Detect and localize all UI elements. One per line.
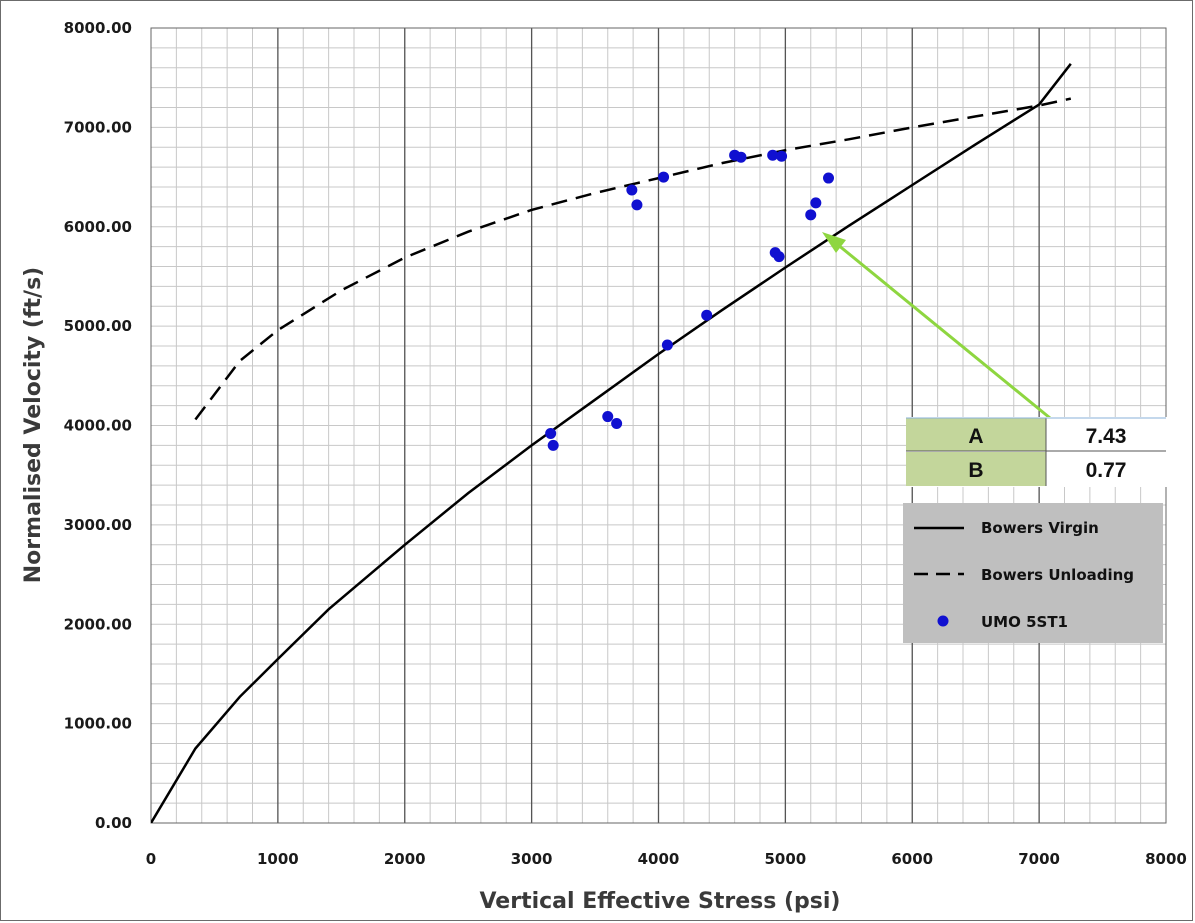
y-tick-label: 3000.00	[64, 516, 132, 534]
param-a-label-cell	[906, 418, 1046, 451]
x-axis-title: Vertical Effective Stress (psi)	[479, 889, 840, 914]
x-tick-label: 6000	[891, 850, 933, 868]
data-point	[547, 439, 559, 451]
y-tick-label: 0.00	[95, 814, 132, 832]
data-point	[602, 411, 614, 423]
data-point	[701, 309, 713, 321]
data-point	[773, 251, 785, 263]
legend-label-virgin: Bowers Virgin	[981, 519, 1099, 537]
y-tick-label: 7000.00	[64, 118, 132, 136]
data-point	[545, 427, 557, 439]
y-tick-label: 2000.00	[64, 615, 132, 633]
param-a-label: A	[968, 425, 983, 448]
parameter-table: A 7.43 B 0.77	[906, 417, 1168, 487]
data-point	[661, 339, 673, 351]
param-b-label: B	[968, 459, 983, 482]
y-tick-label: 6000.00	[64, 218, 132, 236]
data-point	[805, 209, 817, 221]
param-a-value: 7.43	[1086, 425, 1127, 448]
legend-swatch-marker	[937, 615, 949, 627]
data-point	[631, 199, 643, 211]
data-point	[767, 149, 779, 161]
y-tick-label: 8000.00	[64, 19, 132, 37]
legend-label-points: UMO 5ST1	[981, 613, 1068, 631]
series-layer	[151, 63, 1072, 823]
x-tick-label: 5000	[765, 850, 807, 868]
y-tick-label: 4000.00	[64, 417, 132, 435]
x-tick-label: 3000	[511, 850, 553, 868]
data-point	[810, 197, 822, 209]
legend[interactable]: Bowers Virgin Bowers Unloading UMO 5ST1	[903, 503, 1163, 643]
x-tick-labels: 0 1000 2000 3000 4000 5000 6000 7000 8000	[146, 850, 1187, 868]
param-b-value: 0.77	[1086, 459, 1127, 482]
x-tick-label: 8000	[1145, 850, 1187, 868]
legend-label-unloading: Bowers Unloading	[981, 566, 1134, 584]
x-tick-label: 2000	[384, 850, 426, 868]
data-point	[823, 172, 835, 184]
y-tick-label: 5000.00	[64, 317, 132, 335]
data-point	[626, 184, 638, 196]
x-tick-label: 7000	[1018, 850, 1060, 868]
data-point	[658, 171, 670, 183]
data-point	[735, 151, 747, 163]
series-line-unloading	[194, 97, 1072, 421]
param-b-label-cell	[906, 452, 1046, 486]
series-line-virgin	[151, 63, 1072, 823]
x-tick-label: 4000	[638, 850, 680, 868]
arrow-head	[822, 232, 846, 253]
data-point	[611, 418, 623, 430]
data-point	[776, 150, 788, 162]
point-layer	[545, 149, 835, 451]
x-tick-label: 0	[146, 850, 156, 868]
annotation-arrow	[822, 232, 1051, 420]
x-tick-label: 1000	[257, 850, 299, 868]
y-axis-title: Normalised Velocity (ft/s)	[21, 267, 46, 583]
y-tick-label: 1000.00	[64, 715, 132, 733]
y-tick-labels: 0.00 1000.00 2000.00 3000.00 4000.00 5000.00 6…	[64, 19, 132, 832]
